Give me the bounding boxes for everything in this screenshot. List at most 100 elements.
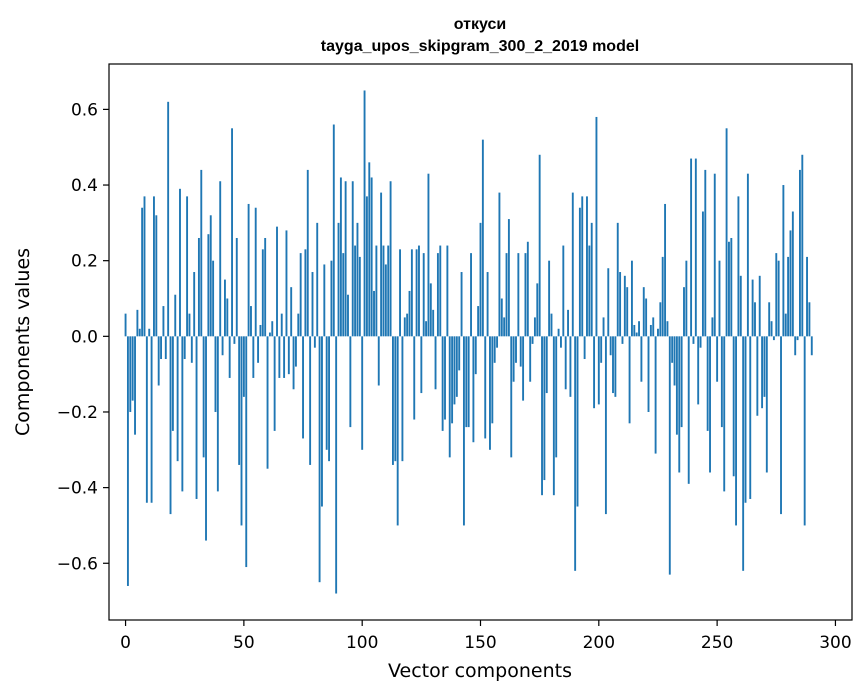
bar <box>472 336 475 443</box>
bar <box>418 245 420 337</box>
bar <box>470 253 472 337</box>
bar <box>704 169 707 337</box>
bar <box>276 226 278 337</box>
bar <box>318 336 321 583</box>
bar <box>351 181 354 337</box>
bar <box>406 313 409 337</box>
bar <box>401 336 404 462</box>
bar <box>365 196 368 337</box>
bar <box>486 272 489 337</box>
bar <box>321 336 323 507</box>
chart-subtitle: tayga_upos_skipgram_300_2_2019 model <box>321 38 639 55</box>
bar <box>649 324 652 337</box>
bar <box>517 253 520 337</box>
bar <box>595 116 598 337</box>
bar <box>157 336 160 386</box>
bar <box>590 222 593 337</box>
bar <box>685 260 688 337</box>
bar <box>183 336 186 360</box>
bar <box>250 306 252 337</box>
bar <box>612 336 614 394</box>
bar <box>699 336 702 348</box>
bar <box>775 253 778 337</box>
bar <box>545 336 548 394</box>
bar <box>477 306 480 337</box>
bar <box>489 336 491 450</box>
bar <box>496 336 499 348</box>
bar <box>512 336 515 382</box>
bar <box>474 336 477 375</box>
bar <box>758 275 761 337</box>
bar <box>299 253 302 337</box>
bar <box>224 279 226 337</box>
bar <box>134 336 136 435</box>
bar <box>552 336 555 496</box>
bar <box>751 279 754 337</box>
bar <box>143 196 146 337</box>
bar <box>382 245 385 337</box>
bar <box>304 249 307 337</box>
bar <box>205 336 207 541</box>
bar <box>782 185 785 337</box>
bar <box>240 336 243 526</box>
bar <box>141 207 144 337</box>
bar <box>543 336 546 481</box>
bar <box>749 336 752 499</box>
x-tick-label: 250 <box>701 633 733 653</box>
y-tick-label: 0.4 <box>71 176 98 196</box>
bar <box>207 234 210 337</box>
bar <box>339 177 342 337</box>
bar <box>399 249 401 337</box>
bar <box>242 336 245 397</box>
bar <box>763 336 766 397</box>
bar <box>363 90 366 337</box>
bar <box>619 272 622 337</box>
bar <box>621 336 624 344</box>
bar <box>138 328 141 337</box>
bar <box>436 253 439 337</box>
x-axis-label: Vector components <box>388 660 572 682</box>
bar <box>746 173 749 337</box>
bar <box>597 336 600 405</box>
bar <box>498 192 501 337</box>
bar <box>285 230 288 337</box>
bar <box>692 336 695 344</box>
bar <box>593 336 596 409</box>
bar <box>524 253 527 337</box>
bar <box>179 188 181 337</box>
bar <box>578 207 581 337</box>
bar <box>167 101 170 337</box>
bar <box>349 336 352 428</box>
bar <box>136 309 139 337</box>
bar <box>302 336 304 439</box>
bar <box>375 245 378 337</box>
bar <box>623 275 626 337</box>
bar <box>581 196 584 337</box>
bar <box>410 249 413 337</box>
bar <box>377 336 380 386</box>
bar <box>500 298 503 337</box>
bar <box>332 124 335 337</box>
bar <box>687 336 690 484</box>
bar <box>628 336 631 424</box>
bar <box>233 336 236 344</box>
bar <box>503 317 506 337</box>
bar <box>266 336 269 469</box>
bar <box>323 264 326 337</box>
bar <box>796 336 799 341</box>
bar <box>522 336 525 401</box>
bar <box>780 336 782 515</box>
bar <box>226 298 229 337</box>
bar <box>756 336 759 416</box>
x-tick-label: 200 <box>583 633 615 653</box>
bar <box>794 336 797 356</box>
x-tick-label: 100 <box>346 633 378 653</box>
bar <box>150 336 153 503</box>
bar <box>701 211 704 337</box>
bar <box>373 290 375 337</box>
bar <box>673 336 676 386</box>
bar <box>396 336 399 526</box>
bar <box>557 328 560 337</box>
bar <box>427 173 430 337</box>
